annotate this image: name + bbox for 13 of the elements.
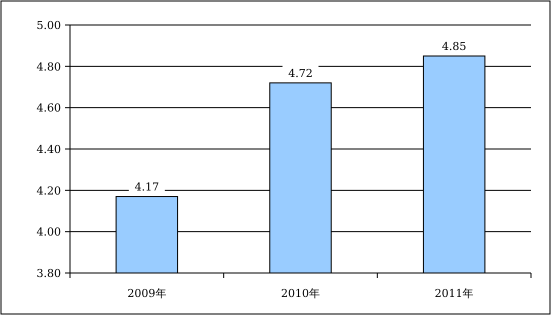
y-tick-label: 4.60: [36, 102, 61, 115]
data-label: 4.17: [134, 180, 160, 194]
y-tick-label: 4.20: [36, 184, 61, 198]
y-tick-label: 4.40: [36, 143, 61, 156]
y-tick-label: 3.80: [36, 267, 61, 280]
y-tick-label: 5.00: [36, 19, 61, 32]
y-tick-label: 4.00: [36, 226, 61, 239]
y-tick-label: 4.80: [36, 60, 61, 74]
data-label: 4.85: [442, 40, 466, 53]
x-tick-label: 2011年: [434, 287, 474, 300]
x-tick-label: 2009年: [127, 287, 166, 300]
data-label: 4.72: [288, 66, 313, 80]
x-tick-label: 2010年: [281, 287, 320, 300]
